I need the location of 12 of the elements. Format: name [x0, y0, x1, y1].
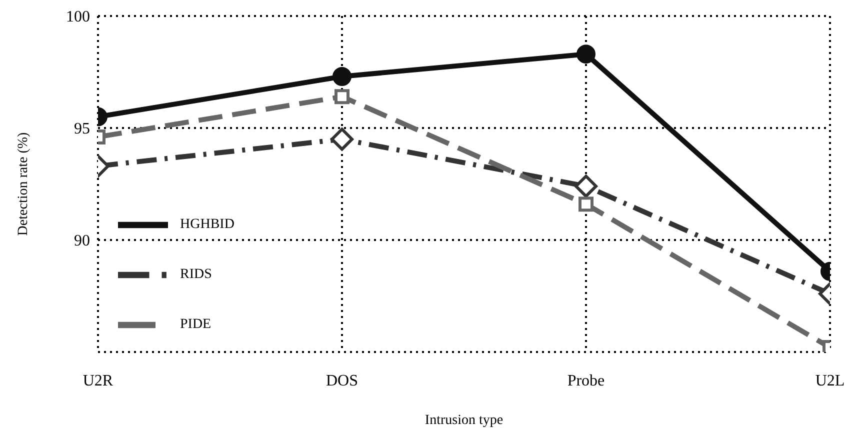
y-tick-label: 95 — [74, 120, 90, 138]
x-axis-title: Intrusion type — [424, 413, 504, 428]
x-tick-label: U2R — [82, 372, 114, 390]
y-tick-label: 100 — [66, 8, 90, 26]
x-tick-label: U2L — [815, 372, 845, 390]
legend-label: HGHBID — [180, 217, 234, 232]
legend-label: PIDE — [180, 317, 212, 332]
x-tick-label: DOS — [326, 372, 358, 390]
legend-label: RIDS — [180, 267, 212, 282]
y-axis-title: Detection rate (%) — [16, 132, 31, 236]
x-tick-label: Probe — [567, 372, 605, 390]
y-tick-label: 90 — [74, 232, 90, 250]
